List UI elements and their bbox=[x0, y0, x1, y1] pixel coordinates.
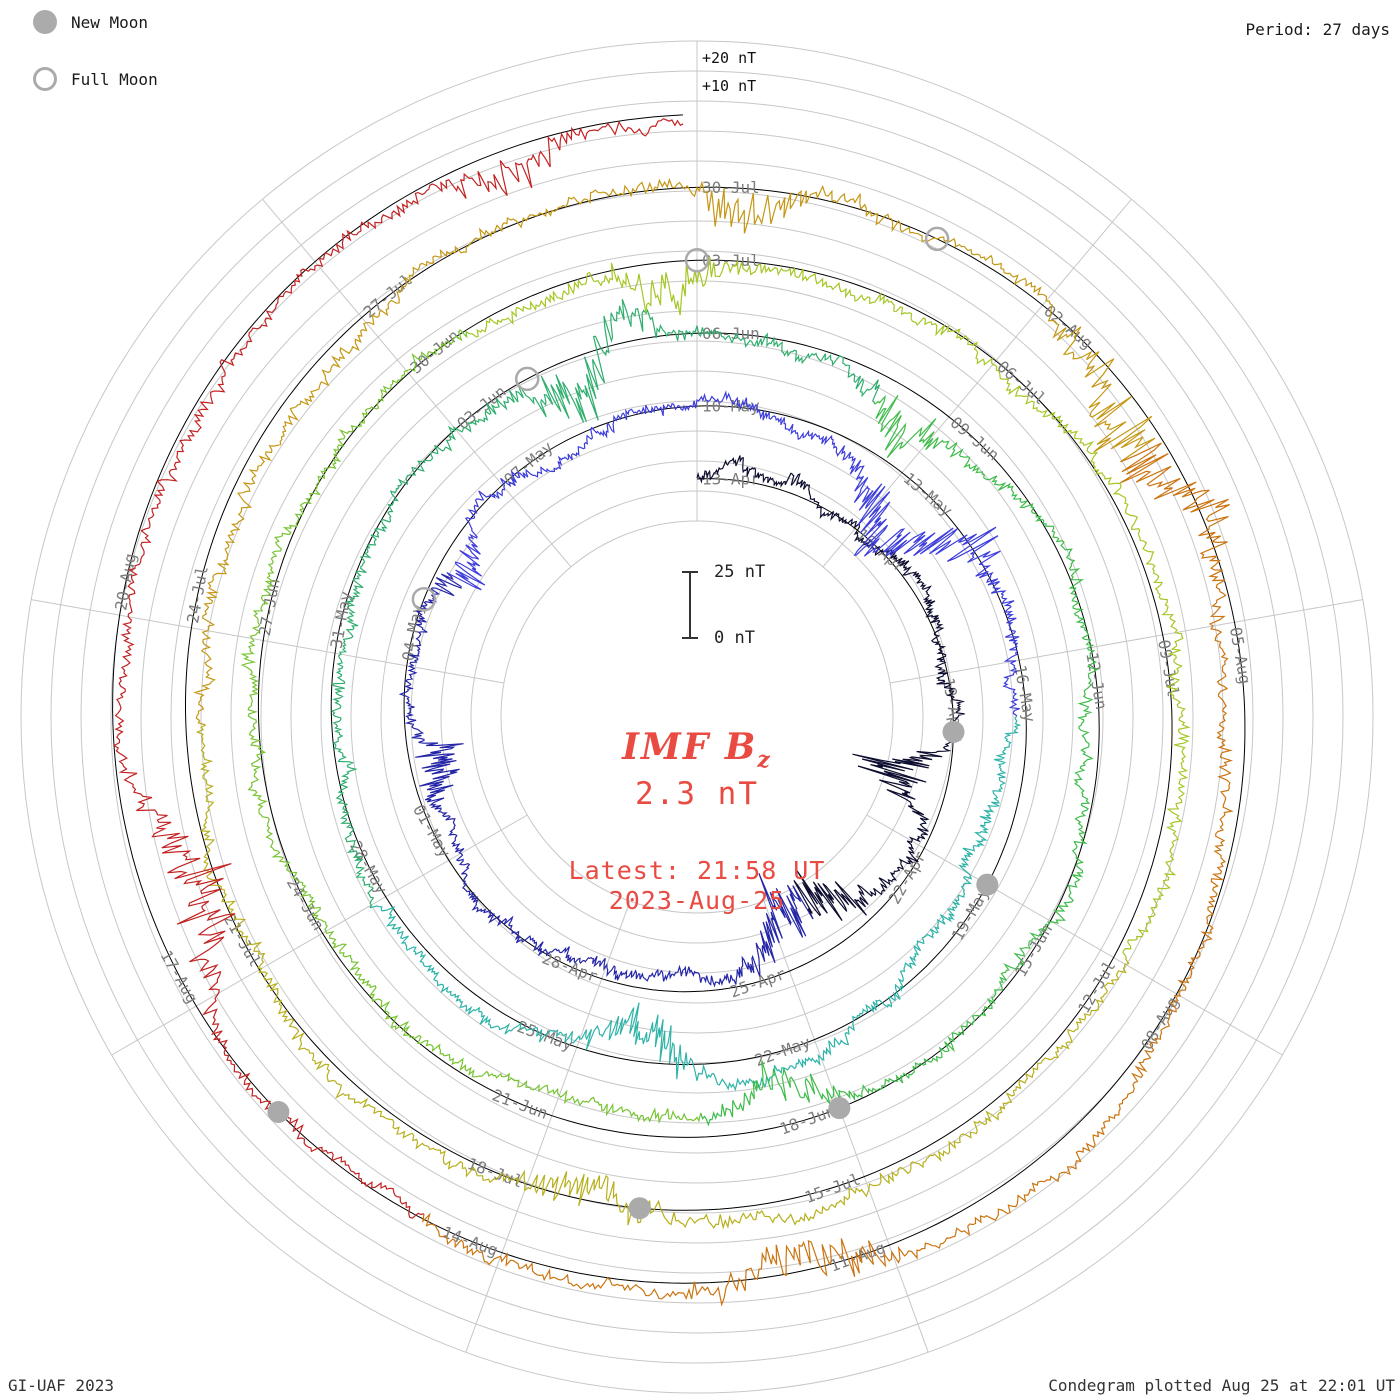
scale-bar-top-label: 25 nT bbox=[714, 562, 766, 582]
date-label: 13-May bbox=[900, 469, 957, 521]
grid-spoke bbox=[31, 599, 505, 684]
date-label: 05-Aug bbox=[1226, 625, 1255, 685]
bz-trace-segment bbox=[700, 394, 1099, 1127]
full-moon-marker bbox=[924, 226, 950, 252]
latest-time-label: Latest: 21:58 UT bbox=[568, 856, 826, 885]
date-label: 15-Jul bbox=[802, 1169, 863, 1207]
full-moon-marker bbox=[411, 586, 437, 612]
date-label: 03-Jul bbox=[702, 251, 760, 270]
chart-title-subscript: z bbox=[757, 747, 772, 774]
bz-trace-segment bbox=[422, 442, 1234, 1307]
new-moon-marker bbox=[628, 1197, 651, 1220]
grid-spoke bbox=[465, 901, 631, 1353]
latest-date-label: 2023-Aug-25 bbox=[608, 886, 786, 915]
period-label: Period: 27 days bbox=[1245, 20, 1391, 39]
date-label: 03-Jun bbox=[453, 382, 509, 434]
grid-spoke bbox=[111, 814, 528, 1056]
bz-trace-segment bbox=[112, 118, 684, 1219]
date-label: 08-Aug bbox=[1137, 994, 1182, 1054]
grid-spoke bbox=[866, 814, 1283, 1056]
date-label: 22-May bbox=[752, 1032, 813, 1070]
date-label: 20-Aug bbox=[111, 552, 140, 612]
chart-title-text: IMF B bbox=[622, 726, 758, 768]
date-label: 21-Jun bbox=[490, 1085, 551, 1123]
scale-bar bbox=[682, 571, 698, 639]
date-label: 06-Jun bbox=[702, 324, 760, 343]
date-label: 18-Jul bbox=[465, 1154, 526, 1192]
grid-spoke bbox=[822, 198, 1132, 568]
full-moon-legend-label: Full Moon bbox=[71, 70, 158, 89]
date-label: 13-Apr bbox=[702, 470, 760, 489]
bz-trace-segment bbox=[696, 455, 966, 921]
bz-trace-segment bbox=[446, 390, 1020, 717]
bz-trace-segment bbox=[195, 724, 1130, 1230]
grid-spoke bbox=[889, 599, 1363, 684]
bz-trace-segment bbox=[469, 257, 1191, 958]
grid-spoke bbox=[262, 198, 572, 568]
full-moon-marker bbox=[684, 248, 710, 273]
date-label: 24-Jul bbox=[183, 564, 212, 624]
full-moon-marker bbox=[514, 366, 540, 392]
new-moon-marker bbox=[942, 720, 965, 743]
date-label: 30-Jul bbox=[702, 178, 760, 197]
new-moon-marker bbox=[976, 873, 999, 896]
bz-trace-segment bbox=[193, 177, 1156, 726]
bz-trace-segment bbox=[369, 715, 1022, 1092]
full-moon-legend-icon bbox=[33, 67, 57, 91]
date-label: 24-Jun bbox=[283, 874, 328, 934]
baseline-spiral bbox=[112, 114, 1246, 1284]
new-moon-marker bbox=[828, 1097, 851, 1120]
new-moon-marker bbox=[267, 1101, 290, 1123]
chart-title: IMF Bz bbox=[447, 726, 947, 773]
current-value: 2.3 nT bbox=[635, 776, 759, 812]
grid-spoke bbox=[763, 901, 929, 1353]
scale-bar-bottom-label: 0 nT bbox=[714, 628, 755, 648]
new-moon-legend-icon bbox=[33, 10, 57, 34]
axis-label-plus20nt: +20 nT bbox=[702, 49, 757, 67]
new-moon-legend-label: New Moon bbox=[71, 13, 149, 32]
credit-label: GI-UAF 2023 bbox=[8, 1376, 114, 1395]
bz-trace-segment bbox=[240, 329, 702, 1125]
date-label: 15-Jun bbox=[1011, 921, 1056, 981]
plotted-timestamp-label: Condegram plotted Aug 25 at 22:01 UT bbox=[1048, 1376, 1395, 1395]
bz-trace-segment bbox=[330, 298, 881, 909]
date-label: 06-Jul bbox=[993, 357, 1049, 409]
date-label: 14-Aug bbox=[440, 1222, 501, 1260]
bz-trace-segment bbox=[398, 572, 814, 988]
axis-label-plus10nt: +10 nT bbox=[702, 77, 757, 95]
